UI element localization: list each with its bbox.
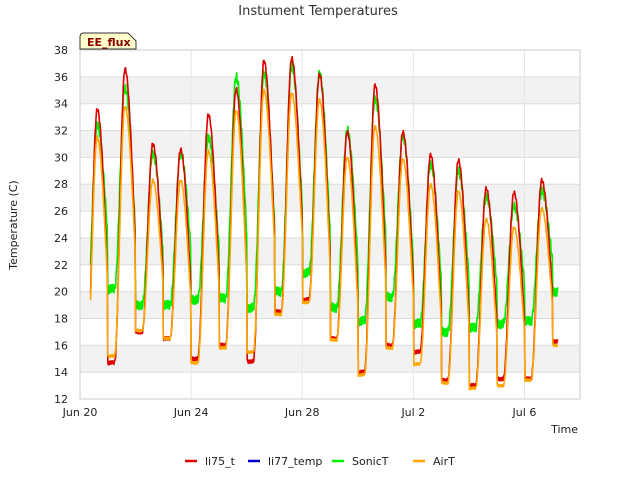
- y-axis-ticks: 12 14 16 18 20 22 24 26 28 30 32 34 36 38: [54, 44, 68, 406]
- legend-label: AirT: [433, 455, 455, 468]
- y-tick-label: 22: [54, 259, 68, 272]
- y-tick-label: 32: [54, 125, 68, 138]
- legend: li75_t li77_temp SonicT AirT: [185, 455, 455, 468]
- chart-title: Instument Temperatures: [238, 4, 398, 19]
- badge-label: EE_flux: [87, 36, 131, 49]
- band: [80, 184, 580, 212]
- band: [80, 103, 580, 131]
- band: [80, 130, 580, 158]
- y-axis-label: Temperature (C): [7, 180, 20, 270]
- badge-shape: [79, 32, 137, 50]
- legend-label: SonicT: [352, 455, 389, 468]
- y-tick-label: 26: [54, 205, 68, 218]
- band: [80, 76, 580, 104]
- legend-label: li75_t: [205, 455, 236, 468]
- x-axis-label: Time: [550, 423, 578, 436]
- y-tick-label: 12: [54, 393, 68, 406]
- y-tick-label: 14: [54, 366, 68, 379]
- band: [80, 50, 580, 77]
- x-tick-label: Jun 28: [284, 406, 320, 419]
- y-tick-label: 30: [54, 151, 68, 164]
- plot-frame: [79, 49, 581, 400]
- y-tick-label: 20: [54, 286, 68, 299]
- x-tick-label: Jun 24: [173, 406, 209, 419]
- series-layer: [89, 55, 559, 391]
- y-tick-label: 34: [54, 98, 68, 111]
- x-tick-label: Jun 20: [62, 406, 98, 419]
- x-axis-ticks: Jun 20 Jun 24 Jun 28 Jul 2 Jul 6: [62, 406, 537, 419]
- x-tick-label: Jul 2: [400, 406, 425, 419]
- y-tick-label: 18: [54, 312, 68, 325]
- site-badge: EE_flux: [79, 32, 137, 50]
- y-tick-label: 36: [54, 71, 68, 84]
- series-line-AirT: [89, 88, 559, 391]
- y-tick-label: 38: [54, 44, 68, 57]
- y-tick-label: 28: [54, 178, 68, 191]
- y-tick-label: 24: [54, 232, 68, 245]
- band: [80, 157, 580, 185]
- x-tick-label: Jul 6: [512, 406, 537, 419]
- legend-label: li77_temp: [268, 455, 322, 468]
- y-tick-label: 16: [54, 339, 68, 352]
